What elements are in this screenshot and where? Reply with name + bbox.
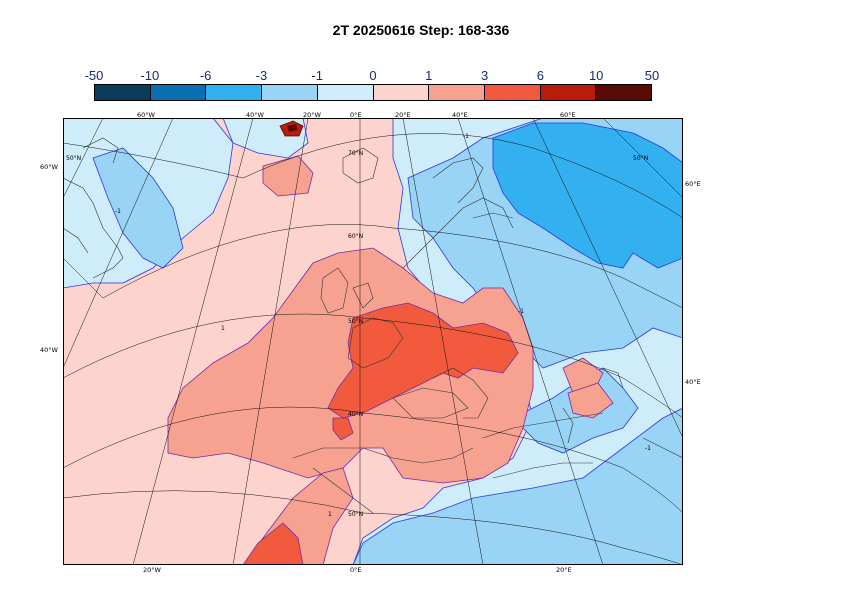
lat-label: 50°N	[348, 318, 363, 325]
anomaly-area-cold	[92, 147, 184, 269]
legend-swatch	[540, 85, 597, 100]
lat-label: 60°N	[348, 233, 363, 240]
lon-label-top: 0°E	[350, 111, 362, 119]
lon-label-top: 20°E	[395, 111, 411, 119]
temperature-anomaly-map: 70°N 60°N 50°N 40°N 50°N 50°N 50°N -1 1 …	[63, 118, 683, 565]
graticule	[63, 118, 683, 565]
anomaly-area-cold	[352, 407, 683, 565]
lat-label: 70°N	[348, 150, 363, 157]
anomaly-area-warm	[567, 382, 614, 419]
legend-swatch	[429, 85, 485, 100]
lon-label-left: 60°W	[40, 163, 58, 171]
contour-label: 1	[328, 511, 332, 518]
legend-label: -6	[199, 68, 212, 83]
legend-label: -10	[140, 68, 160, 83]
legend-swatch	[206, 85, 263, 100]
legend-label: 10	[588, 68, 604, 83]
legend-label: 6	[536, 68, 545, 83]
lon-label-left: 40°W	[40, 346, 58, 354]
contour-label: -1	[518, 308, 524, 315]
contour-label: -1	[463, 133, 469, 140]
lon-label-right: 40°E	[685, 378, 701, 386]
lon-label-bottom: 20°E	[556, 566, 572, 574]
lon-label-top: 40°E	[452, 111, 468, 119]
anomaly-area-hot	[242, 522, 304, 565]
legend-label: -3	[255, 68, 268, 83]
lat-label: 50°N	[348, 511, 363, 518]
legend-swatch	[484, 85, 541, 100]
anomaly-area-extreme	[287, 124, 298, 132]
legend-label: 0	[369, 68, 377, 83]
legend-label: -50	[84, 68, 104, 83]
lon-label-top: 60°W	[137, 111, 155, 119]
legend-swatch	[262, 85, 318, 100]
lon-label-bottom: 20°W	[143, 566, 161, 574]
lon-label-top: 20°W	[303, 111, 321, 119]
legend-swatch	[596, 85, 652, 100]
lon-label-bottom: 0°E	[350, 566, 362, 574]
coastlines	[63, 137, 683, 514]
legend-swatch	[95, 85, 151, 100]
contour-label: -1	[645, 445, 651, 452]
anomaly-area-hot	[327, 302, 519, 419]
contour-label: -1	[115, 208, 121, 215]
legend-swatch	[150, 85, 207, 100]
anomaly-area-hot	[332, 417, 354, 441]
map-frame	[63, 118, 683, 565]
legend-label: -1	[311, 68, 323, 83]
color-legend-bar	[94, 84, 652, 101]
legend-label: 50	[644, 68, 660, 83]
legend-swatch	[373, 85, 430, 100]
map-title: 2T 20250616 Step: 168-336	[332, 22, 510, 38]
lon-label-right: 60°E	[685, 180, 701, 188]
legend-swatch	[317, 85, 374, 100]
lat-label: 50°N	[66, 155, 81, 162]
lon-label-top: 40°W	[246, 111, 264, 119]
legend-label: 3	[480, 68, 489, 83]
contour-label: 1	[221, 325, 225, 332]
anomaly-area-very-cold	[492, 122, 683, 269]
lat-label: 50°N	[633, 155, 648, 162]
legend-label: 1	[425, 68, 433, 83]
lat-label: 40°N	[348, 411, 363, 418]
lon-label-top: 60°E	[560, 111, 576, 119]
